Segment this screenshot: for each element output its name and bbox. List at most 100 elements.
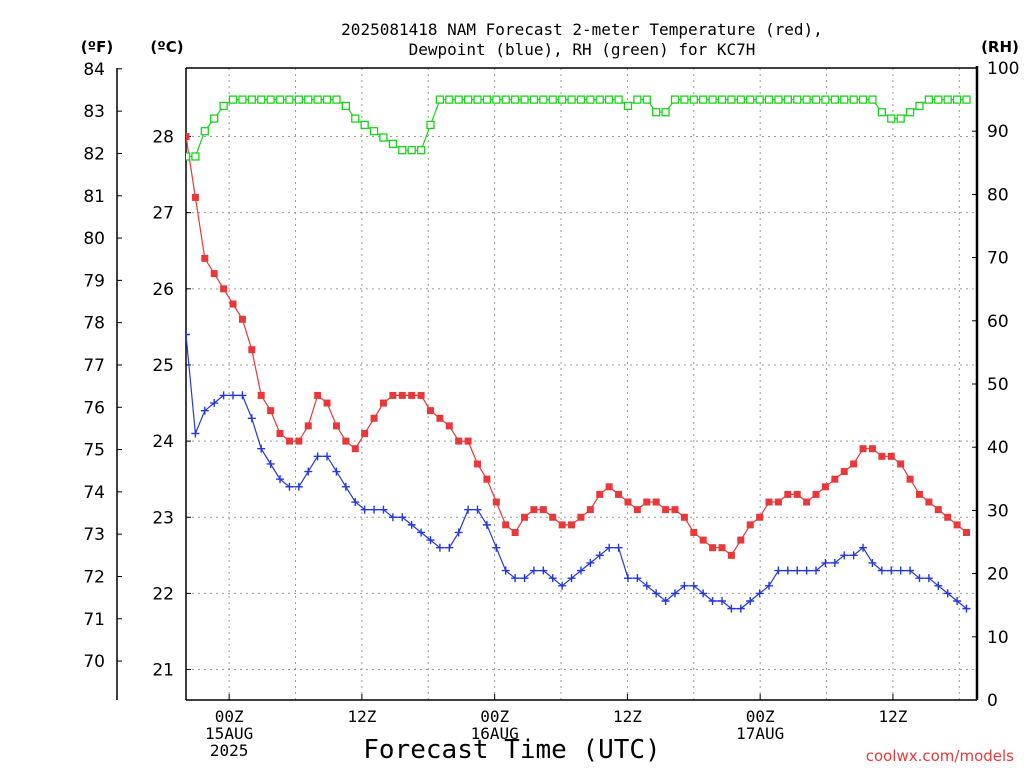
rh-point <box>275 95 285 104</box>
label-layer: 2025081418 NAM Forecast 2-meter Temperat… <box>81 20 1020 765</box>
rh-point <box>247 95 256 104</box>
rh-tick-label: 90 <box>987 122 1009 142</box>
series-line-temperature <box>186 136 967 557</box>
temperature-point <box>831 475 839 483</box>
dewpoint-point <box>576 566 585 575</box>
dewpoint-point <box>689 581 698 590</box>
rh-point <box>238 95 247 104</box>
fahrenheit-tick-label: 82 <box>83 144 105 164</box>
dewpoint-point <box>887 566 896 575</box>
dewpoint-point <box>229 391 238 400</box>
dewpoint-point <box>313 452 322 461</box>
temperature-point <box>737 536 745 544</box>
rh-point <box>793 95 802 104</box>
dewpoint-point <box>915 574 924 583</box>
x-tick-label: 17AUG <box>736 724 784 743</box>
celsius-tick-label: 22 <box>152 584 174 604</box>
temperature-point <box>596 490 604 498</box>
rh-point <box>463 95 473 104</box>
dewpoint-point <box>774 566 783 575</box>
temperature-point <box>351 445 359 453</box>
dewpoint-point <box>736 604 745 613</box>
rh-point <box>492 95 501 104</box>
dewpoint-point <box>435 543 444 552</box>
temperature-point <box>483 475 491 483</box>
temperature-point <box>314 391 322 399</box>
temperature-point <box>784 490 792 498</box>
rh-point <box>351 114 360 123</box>
temperature-point <box>549 513 557 521</box>
rh-point <box>811 95 821 104</box>
temperature-point <box>210 270 218 278</box>
temperature-point <box>248 346 256 354</box>
temperature-point <box>464 437 472 445</box>
rh-point <box>294 95 303 104</box>
dewpoint-point <box>633 574 642 583</box>
dewpoint-point <box>539 566 548 575</box>
dewpoint-point <box>407 520 416 529</box>
rh-point <box>699 95 708 104</box>
dewpoint-point <box>793 566 802 575</box>
x-tick-label: 00Z <box>215 707 244 726</box>
dewpoint-point <box>605 543 614 552</box>
rh-point <box>398 146 407 155</box>
temperature-point <box>332 422 340 430</box>
dewpoint-point <box>379 505 388 514</box>
temperature-point <box>774 498 782 506</box>
dewpoint-point <box>186 330 190 339</box>
dewpoint-point <box>388 513 397 522</box>
temperature-point <box>793 490 801 498</box>
rh-point <box>858 95 868 104</box>
temperature-point <box>342 437 350 445</box>
dewpoint-point <box>943 589 952 598</box>
fahrenheit-tick-label: 76 <box>83 398 105 418</box>
temperature-point <box>191 193 199 201</box>
dewpoint-point <box>614 543 623 552</box>
dewpoint-point <box>294 482 303 491</box>
temperature-point <box>361 429 369 437</box>
temperature-point <box>492 498 500 506</box>
rh-point <box>539 95 548 104</box>
dewpoint-point <box>567 574 576 583</box>
rh-point <box>548 95 557 104</box>
dewpoint-point <box>802 566 811 575</box>
rh-point <box>670 95 680 104</box>
chart-title-line1: 2025081418 NAM Forecast 2-meter Temperat… <box>341 20 823 39</box>
rh-point <box>605 95 614 104</box>
x-tick-label: 12Z <box>878 707 907 726</box>
rh-tick-label: 100 <box>987 59 1019 79</box>
x-tick-label: 00Z <box>746 707 775 726</box>
rh-point <box>200 127 209 136</box>
rh-tick-label: 80 <box>987 185 1009 205</box>
series-dewpoint <box>186 330 971 613</box>
dewpoint-point <box>219 391 228 400</box>
temperature-point <box>709 544 717 552</box>
rh-point <box>614 95 623 104</box>
temperature-point <box>671 506 679 514</box>
rh-tick-label: 40 <box>987 438 1009 458</box>
dewpoint-point <box>623 574 632 583</box>
grid-lines <box>186 68 977 700</box>
temperature-point <box>803 498 811 506</box>
dewpoint-point <box>492 543 501 552</box>
temperature-point <box>868 445 876 453</box>
rh-point <box>962 95 971 104</box>
temperature-point <box>878 452 886 460</box>
dewpoint-point <box>661 597 670 606</box>
temperature-point <box>850 460 858 468</box>
rh-point <box>426 120 435 130</box>
x-tick-label: 00Z <box>480 707 509 726</box>
dewpoint-point <box>934 581 943 590</box>
rh-point <box>186 152 191 161</box>
temperature-point <box>502 521 510 529</box>
dewpoint-point <box>868 558 877 567</box>
rh-point <box>454 95 463 104</box>
rh-point <box>322 95 332 104</box>
dewpoint-point <box>323 452 332 461</box>
rh-point <box>210 114 219 123</box>
temperature-point <box>285 437 293 445</box>
dewpoint-point <box>765 581 774 590</box>
rh-point <box>849 95 858 104</box>
rh-point <box>332 95 341 104</box>
